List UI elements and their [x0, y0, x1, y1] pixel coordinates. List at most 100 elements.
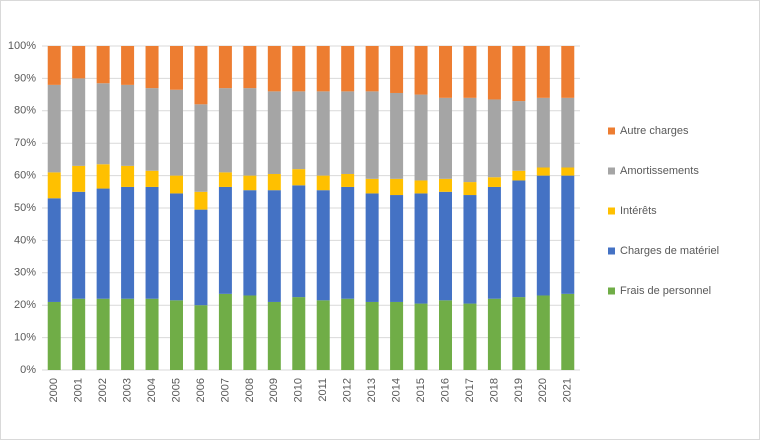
- bar-segment: [243, 175, 257, 191]
- y-tick-label: 80%: [14, 105, 36, 117]
- bar-segment: [121, 298, 135, 370]
- bar-segment: [47, 46, 61, 85]
- x-tick-label: 2004: [146, 378, 158, 402]
- bar-segment: [170, 193, 183, 301]
- x-tick-label: 2017: [464, 378, 476, 402]
- legend-label: Autre charges: [620, 125, 689, 137]
- bar-segment: [561, 97, 575, 168]
- bar-segment: [439, 46, 452, 98]
- bar-segment: [121, 186, 135, 299]
- bar-segment: [316, 300, 330, 370]
- bar-segment: [47, 198, 61, 302]
- bar-segment: [316, 46, 330, 92]
- bar-segment: [96, 83, 110, 165]
- bar-segment: [536, 97, 550, 168]
- bar-segment: [292, 91, 306, 170]
- x-tick-label: 2016: [439, 378, 451, 402]
- bar-segment: [365, 178, 379, 194]
- bar-segment: [439, 97, 452, 179]
- x-tick-label: 2012: [342, 378, 354, 402]
- bar-segment: [463, 303, 477, 370]
- bar-segment: [487, 46, 501, 100]
- bar-segment: [341, 91, 355, 174]
- bar-segment: [512, 180, 526, 298]
- bar-segment: [96, 188, 110, 299]
- bar-segment: [47, 172, 61, 199]
- x-tick-label: 2007: [219, 378, 231, 402]
- bar-segment: [414, 46, 428, 95]
- bar-segment: [96, 164, 110, 189]
- x-tick-label: 2006: [195, 378, 207, 402]
- legend-label: Charges de matériel: [620, 245, 719, 257]
- x-tick-label: 2001: [73, 378, 85, 402]
- bar-segment: [365, 193, 379, 302]
- legend-swatch: [608, 127, 615, 135]
- bar-segment: [414, 193, 428, 304]
- bar-segment: [390, 195, 404, 302]
- y-tick-label: 90%: [14, 72, 36, 84]
- bar-segment: [145, 170, 159, 187]
- bar-segment: [390, 92, 404, 179]
- bar-segment: [316, 190, 330, 301]
- bar-segment: [561, 167, 575, 176]
- bar-segment: [194, 46, 208, 105]
- bar-segment: [390, 301, 404, 370]
- bar-segment: [487, 99, 501, 178]
- y-tick-label: 0%: [20, 364, 36, 376]
- bar-segment: [72, 46, 86, 79]
- x-tick-label: 2010: [293, 378, 305, 402]
- y-tick-label: 40%: [14, 234, 36, 246]
- bar-segment: [292, 297, 306, 370]
- bar-segment: [341, 173, 355, 187]
- bar-segment: [439, 300, 452, 370]
- bar-segment: [121, 46, 135, 85]
- legend-swatch: [608, 167, 615, 175]
- bar-segment: [194, 305, 208, 370]
- bar-segment: [145, 88, 159, 171]
- bar-segment: [243, 46, 257, 89]
- bar-segment: [512, 101, 526, 171]
- x-tick-label: 2008: [244, 378, 256, 402]
- bar-segment: [536, 167, 550, 176]
- bar-segment: [194, 209, 208, 306]
- bar-segment: [536, 175, 550, 296]
- bar-segment: [72, 191, 86, 299]
- bar-segment: [170, 175, 183, 194]
- bar-segment: [96, 298, 110, 370]
- y-tick-label: 30%: [14, 267, 36, 279]
- bar-segment: [390, 178, 404, 196]
- x-tick-label: 2020: [537, 378, 549, 402]
- bar-segment: [145, 46, 159, 89]
- x-tick-label: 2021: [562, 378, 574, 402]
- bar-segment: [47, 84, 61, 173]
- y-tick-label: 60%: [14, 170, 36, 182]
- x-tick-label: 2005: [170, 378, 182, 402]
- bar-segment: [267, 91, 281, 174]
- x-tick-label: 2015: [415, 378, 427, 402]
- bar-segment: [243, 88, 257, 176]
- bar-segment: [463, 195, 477, 304]
- legend-swatch: [608, 207, 615, 215]
- bar-segment: [292, 185, 306, 298]
- bar-segment: [72, 165, 86, 192]
- bar-segment: [121, 165, 135, 187]
- legend-label: Intérêts: [620, 205, 657, 217]
- bar-segment: [561, 46, 575, 98]
- x-tick-label: 2018: [488, 378, 500, 402]
- bar-segment: [439, 191, 452, 301]
- bar-segment: [463, 182, 477, 196]
- bar-segment: [121, 84, 135, 166]
- bar-segment: [487, 177, 501, 187]
- bar-segment: [96, 46, 110, 84]
- bar-segment: [243, 295, 257, 370]
- y-tick-label: 50%: [14, 202, 36, 214]
- bar-segment: [218, 186, 232, 294]
- bar-segment: [414, 303, 428, 370]
- bar-segment: [170, 46, 183, 90]
- bar-segment: [218, 46, 232, 89]
- bar-segment: [194, 104, 208, 192]
- bar-segment: [170, 89, 183, 176]
- bar-segment: [267, 301, 281, 370]
- bar-segment: [341, 298, 355, 370]
